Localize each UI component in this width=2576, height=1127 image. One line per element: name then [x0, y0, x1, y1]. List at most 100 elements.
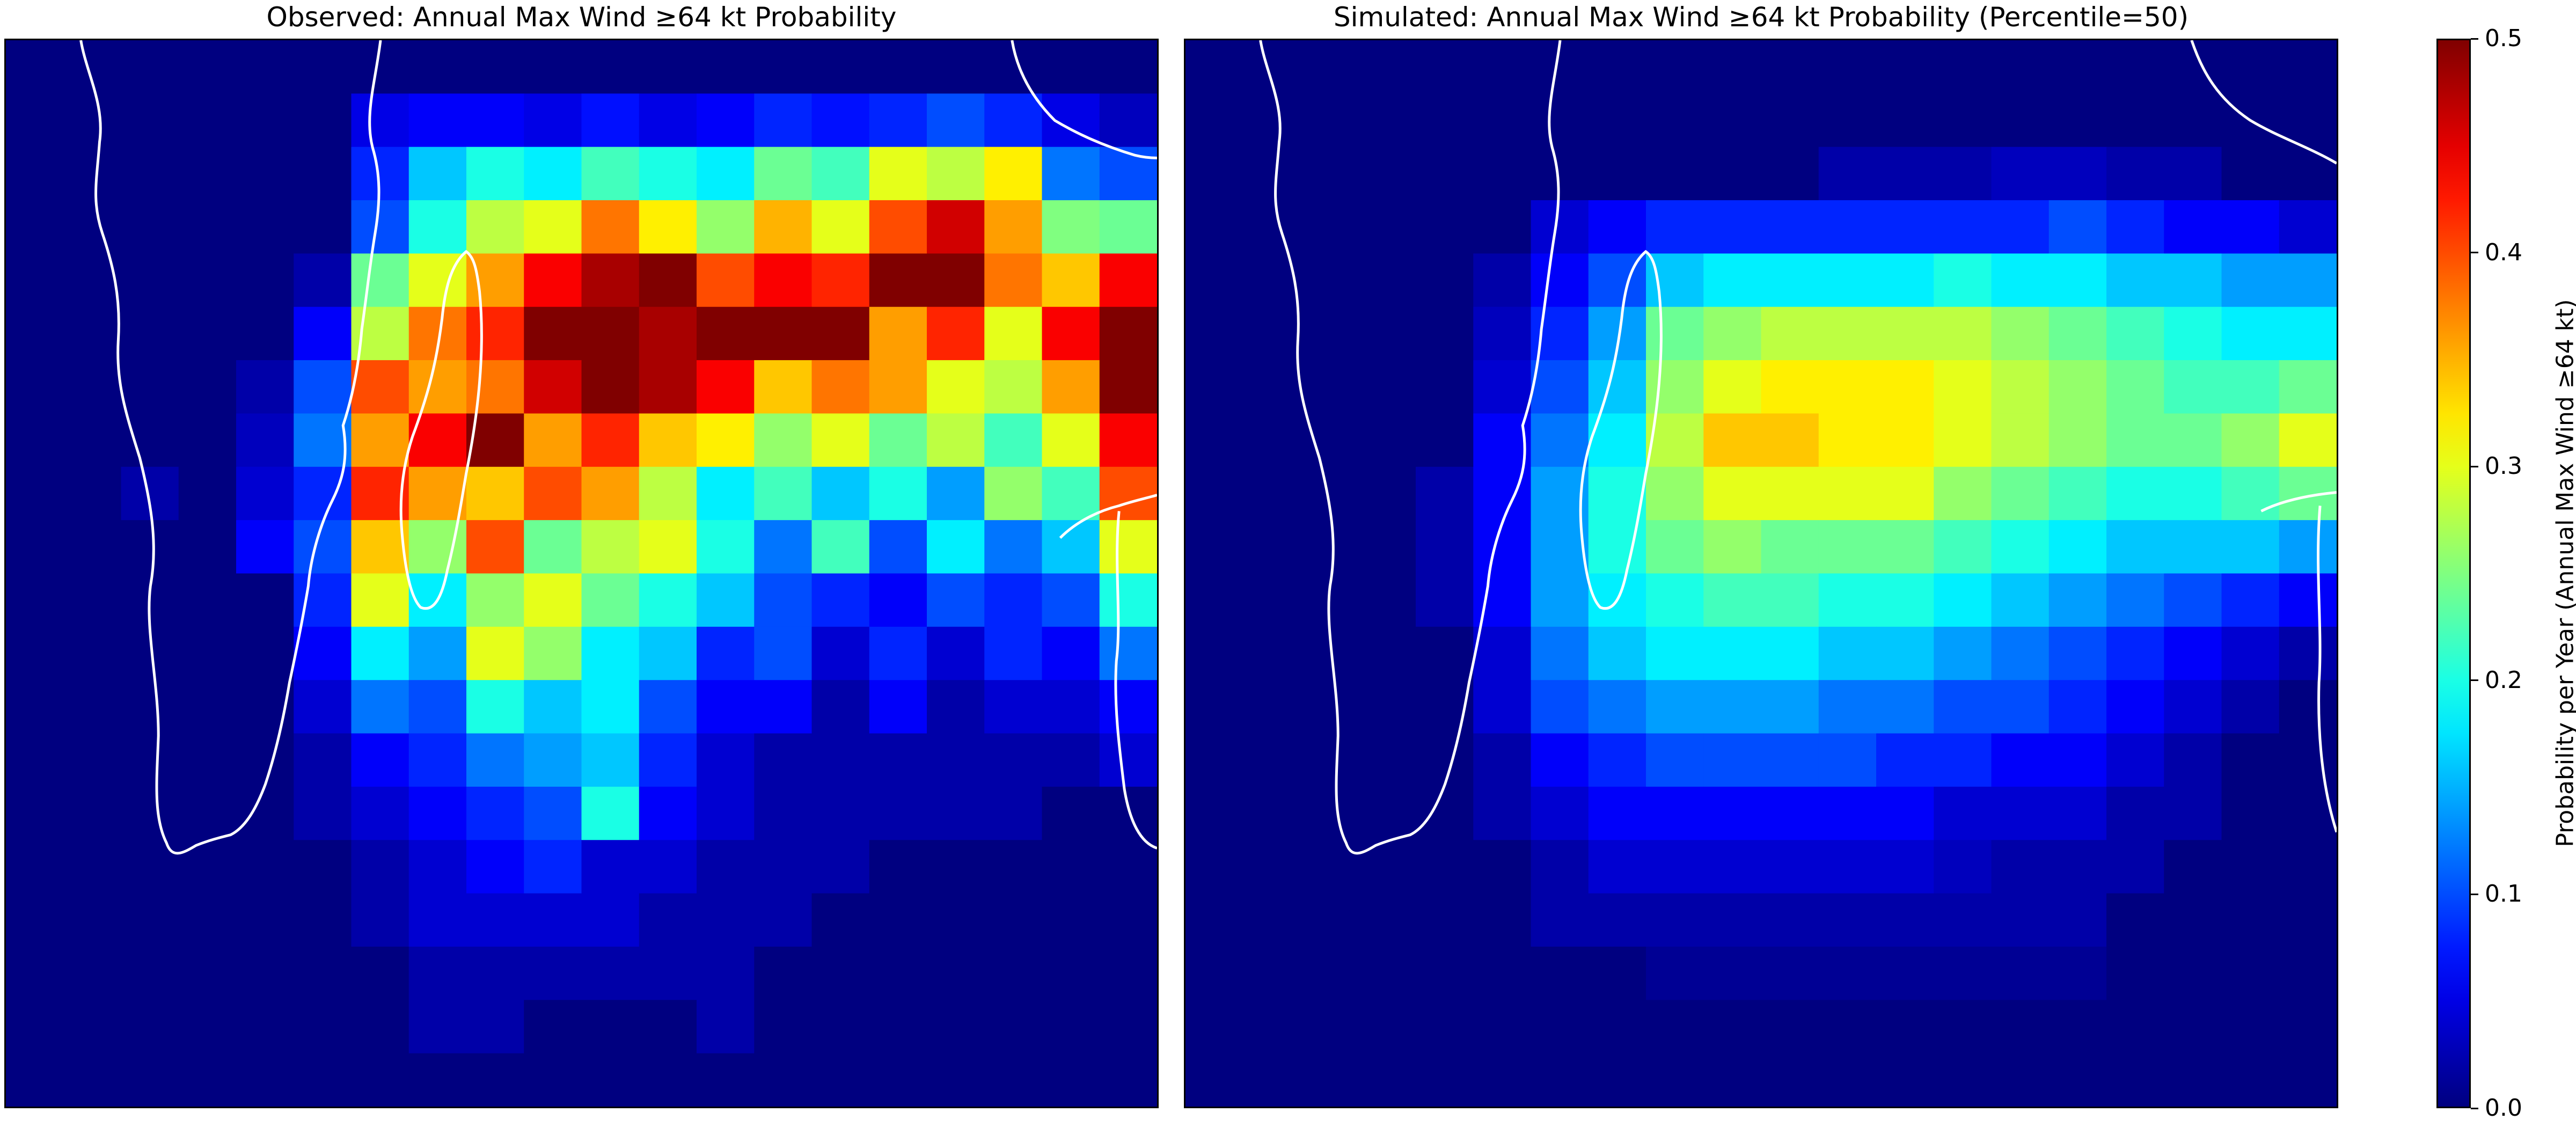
- heatmap-cell: [1703, 93, 1762, 148]
- heatmap-cell: [1358, 626, 1416, 680]
- heatmap-cell: [1042, 413, 1100, 467]
- heatmap-cell: [2106, 93, 2164, 148]
- heatmap-cell: [1703, 573, 1762, 627]
- heatmap-cell: [1243, 306, 1301, 361]
- heatmap-cell: [2164, 360, 2222, 414]
- heatmap-cell: [236, 253, 294, 308]
- heatmap-cell: [1876, 466, 1934, 521]
- heatmap-cell: [1991, 1000, 2050, 1054]
- heatmap-cell: [178, 360, 237, 414]
- heatmap-cell: [1818, 147, 1877, 201]
- heatmap-cell: [1646, 1053, 1704, 1107]
- heatmap-cell: [236, 200, 294, 254]
- heatmap-cell: [984, 306, 1043, 361]
- heatmap-cell: [1300, 893, 1359, 947]
- heatmap-cell: [1185, 733, 1243, 787]
- heatmap-cell: [1300, 520, 1359, 574]
- heatmap-cell: [178, 893, 237, 947]
- heatmap-cell: [1876, 573, 1934, 627]
- heatmap-cell: [697, 1000, 755, 1054]
- heatmap-cell: [1099, 360, 1157, 414]
- heatmap-cell: [869, 1000, 927, 1054]
- heatmap-cell: [466, 840, 524, 894]
- coastline: [79, 40, 382, 855]
- heatmap-cell: [351, 626, 409, 680]
- heatmap-cell: [524, 1000, 582, 1054]
- heatmap-cell: [1042, 200, 1100, 254]
- heatmap-cell: [351, 893, 409, 947]
- heatmap-cell: [121, 306, 179, 361]
- heatmap-cell: [63, 360, 122, 414]
- heatmap-cell: [178, 573, 237, 627]
- heatmap-cell: [6, 306, 64, 361]
- heatmap-cell: [466, 626, 524, 680]
- heatmap-cell: [408, 733, 467, 787]
- heatmap-cell: [1646, 680, 1704, 734]
- heatmap-cell: [2279, 1053, 2337, 1107]
- heatmap-cell: [927, 360, 985, 414]
- heatmap-cell: [1818, 893, 1877, 947]
- heatmap-cell: [811, 786, 870, 840]
- heatmap-cell: [294, 786, 352, 840]
- heatmap-cell: [2106, 306, 2164, 361]
- heatmap-cell: [1761, 946, 1819, 1000]
- heatmap-cell: [1473, 520, 1532, 574]
- heatmap-cell: [754, 1000, 813, 1054]
- heatmap-cell: [1358, 40, 1416, 94]
- heatmap-cell: [524, 40, 582, 94]
- heatmap-cell: [639, 413, 697, 467]
- heatmap-cell: [63, 200, 122, 254]
- heatmap-cell: [2279, 306, 2337, 361]
- heatmap-cell: [1185, 626, 1243, 680]
- heatmap-cell: [294, 147, 352, 201]
- heatmap-cell: [754, 840, 813, 894]
- heatmap-cell: [1991, 1053, 2050, 1107]
- heatmap-cell: [984, 626, 1043, 680]
- heatmap-cell: [1185, 786, 1243, 840]
- heatmap-cell: [1876, 786, 1934, 840]
- heatmap-cell: [581, 360, 640, 414]
- heatmap-cell: [1358, 733, 1416, 787]
- heatmap-cell: [351, 360, 409, 414]
- heatmap-cell: [869, 93, 927, 148]
- heatmap-cell: [811, 147, 870, 201]
- heatmap-cell: [1761, 680, 1819, 734]
- heatmap-cell: [1934, 466, 1992, 521]
- heatmap-cell: [178, 40, 237, 94]
- heatmap-cell: [2279, 413, 2337, 467]
- heatmap-cell: [1934, 93, 1992, 148]
- heatmap-cell: [1818, 573, 1877, 627]
- heatmap-cell: [1531, 466, 1589, 521]
- heatmap-cell: [1818, 40, 1877, 94]
- heatmap-cell: [581, 573, 640, 627]
- heatmap-cell: [178, 200, 237, 254]
- heatmap-cell: [1703, 946, 1762, 1000]
- heatmap-cell: [697, 147, 755, 201]
- heatmap-cell: [121, 253, 179, 308]
- heatmap-cell: [1876, 840, 1934, 894]
- heatmap-cell: [1934, 840, 1992, 894]
- heatmap-cell: [2048, 413, 2107, 467]
- heatmap-cell: [1876, 1053, 1934, 1107]
- heatmap-cell: [869, 573, 927, 627]
- heatmap-cell: [121, 93, 179, 148]
- heatmap-cell: [1473, 147, 1532, 201]
- heatmap-cell: [927, 520, 985, 574]
- heatmap-cell: [351, 840, 409, 894]
- heatmap-cell: [1042, 1053, 1100, 1107]
- heatmap-cell: [466, 786, 524, 840]
- heatmap-cell: [2048, 40, 2107, 94]
- coastline: [2190, 40, 2337, 833]
- heatmap-cell: [697, 306, 755, 361]
- heatmap-cell: [1243, 93, 1301, 148]
- heatmap-cell: [6, 680, 64, 734]
- heatmap-cell: [408, 840, 467, 894]
- heatmap-cell: [2164, 840, 2222, 894]
- heatmap-cell: [1416, 466, 1474, 521]
- heatmap-cell: [1588, 93, 1646, 148]
- heatmap-cell: [1358, 680, 1416, 734]
- heatmap-cell: [351, 200, 409, 254]
- heatmap-cell: [2164, 1053, 2222, 1107]
- heatmap-cell: [984, 413, 1043, 467]
- heatmap-cell: [2106, 893, 2164, 947]
